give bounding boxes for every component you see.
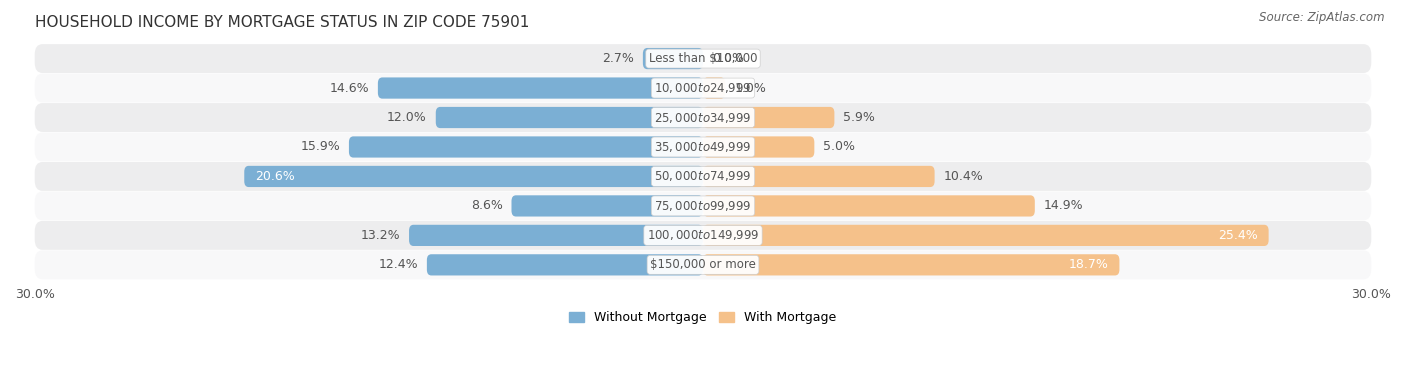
FancyBboxPatch shape (35, 162, 1371, 191)
Text: $10,000 to $24,999: $10,000 to $24,999 (654, 81, 752, 95)
FancyBboxPatch shape (703, 254, 1119, 276)
FancyBboxPatch shape (35, 221, 1371, 250)
FancyBboxPatch shape (427, 254, 703, 276)
Text: 8.6%: 8.6% (471, 200, 502, 212)
Text: 1.0%: 1.0% (734, 82, 766, 94)
Text: $35,000 to $49,999: $35,000 to $49,999 (654, 140, 752, 154)
Text: $50,000 to $74,999: $50,000 to $74,999 (654, 169, 752, 183)
FancyBboxPatch shape (703, 166, 935, 187)
Text: 12.4%: 12.4% (378, 258, 418, 271)
Text: 13.2%: 13.2% (360, 229, 401, 242)
FancyBboxPatch shape (35, 133, 1371, 161)
Text: $75,000 to $99,999: $75,000 to $99,999 (654, 199, 752, 213)
FancyBboxPatch shape (409, 225, 703, 246)
Text: 14.9%: 14.9% (1043, 200, 1084, 212)
FancyBboxPatch shape (35, 44, 1371, 73)
Text: 5.9%: 5.9% (844, 111, 875, 124)
Text: 5.0%: 5.0% (824, 141, 855, 153)
Text: 25.4%: 25.4% (1218, 229, 1257, 242)
Text: 18.7%: 18.7% (1069, 258, 1108, 271)
Legend: Without Mortgage, With Mortgage: Without Mortgage, With Mortgage (564, 307, 842, 330)
FancyBboxPatch shape (436, 107, 703, 128)
Text: 12.0%: 12.0% (387, 111, 427, 124)
Text: 15.9%: 15.9% (301, 141, 340, 153)
FancyBboxPatch shape (703, 136, 814, 158)
FancyBboxPatch shape (349, 136, 703, 158)
Text: 2.7%: 2.7% (602, 52, 634, 65)
Text: $150,000 or more: $150,000 or more (650, 258, 756, 271)
Text: 20.6%: 20.6% (256, 170, 295, 183)
FancyBboxPatch shape (378, 77, 703, 99)
FancyBboxPatch shape (245, 166, 703, 187)
Text: Less than $10,000: Less than $10,000 (648, 52, 758, 65)
FancyBboxPatch shape (703, 107, 834, 128)
FancyBboxPatch shape (643, 48, 703, 69)
FancyBboxPatch shape (703, 225, 1268, 246)
Text: HOUSEHOLD INCOME BY MORTGAGE STATUS IN ZIP CODE 75901: HOUSEHOLD INCOME BY MORTGAGE STATUS IN Z… (35, 15, 529, 30)
FancyBboxPatch shape (35, 192, 1371, 220)
Text: 10.4%: 10.4% (943, 170, 983, 183)
FancyBboxPatch shape (35, 74, 1371, 102)
Text: 14.6%: 14.6% (329, 82, 368, 94)
FancyBboxPatch shape (703, 77, 725, 99)
FancyBboxPatch shape (35, 250, 1371, 279)
Text: Source: ZipAtlas.com: Source: ZipAtlas.com (1260, 11, 1385, 24)
FancyBboxPatch shape (512, 195, 703, 217)
Text: $25,000 to $34,999: $25,000 to $34,999 (654, 110, 752, 124)
FancyBboxPatch shape (35, 103, 1371, 132)
Text: $100,000 to $149,999: $100,000 to $149,999 (647, 228, 759, 242)
Text: 0.0%: 0.0% (711, 52, 744, 65)
FancyBboxPatch shape (703, 195, 1035, 217)
